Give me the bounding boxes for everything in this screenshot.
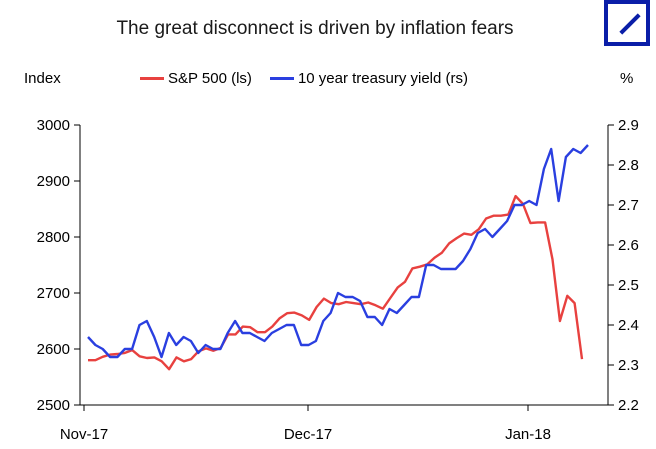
- chart-title: The great disconnect is driven by inflat…: [116, 18, 514, 39]
- right-tick-label: 2.3: [618, 357, 639, 374]
- left-tick-label: 2900: [37, 173, 70, 190]
- left-tick-label: 2600: [37, 341, 70, 358]
- right-tick-label: 2.7: [618, 197, 639, 214]
- left-tick-label: 2500: [37, 397, 70, 414]
- right-tick-label: 2.9: [618, 117, 639, 134]
- brand-logo: [604, 0, 650, 46]
- legend: S&P 500 (ls) 10 year treasury yield (rs): [140, 70, 486, 87]
- x-tick-label: Dec-17: [284, 426, 332, 443]
- legend-label-treasury: 10 year treasury yield (rs): [297, 70, 468, 87]
- legend-swatch-sp500: [140, 77, 164, 80]
- axes: [79, 125, 609, 406]
- left-tick-label: 2700: [37, 285, 70, 302]
- right-tick-label: 2.6: [618, 237, 639, 254]
- right-axis-label: %: [620, 70, 634, 87]
- right-tick-label: 2.2: [618, 397, 639, 414]
- left-axis-label: Index: [24, 70, 61, 87]
- legend-item-sp500: S&P 500 (ls): [140, 70, 252, 87]
- x-tick-label: Jan-18: [505, 426, 551, 443]
- right-tick-label: 2.8: [618, 157, 639, 174]
- right-tick-label: 2.4: [618, 317, 639, 334]
- series-line-treasury-yield: [87, 144, 589, 359]
- left-tick-label: 3000: [37, 117, 70, 134]
- legend-swatch-treasury: [269, 77, 294, 80]
- x-tick-label: Nov-17: [60, 426, 108, 443]
- right-tick-label: 2.5: [618, 277, 639, 294]
- legend-label-sp500: S&P 500 (ls): [168, 70, 252, 87]
- left-tick-label: 2800: [37, 229, 70, 246]
- series-line-sp500: [88, 194, 584, 371]
- legend-item-treasury: 10 year treasury yield (rs): [269, 70, 468, 87]
